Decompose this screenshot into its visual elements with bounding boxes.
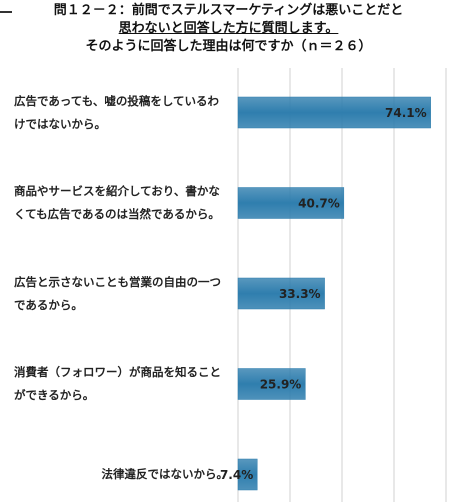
- value-label: 33.3%: [279, 287, 321, 301]
- bar: [237, 277, 325, 310]
- value-label: 7.4%: [220, 468, 253, 482]
- bar: [237, 368, 306, 400]
- category-label: 広告と示さないことも営業の自由の一つであるから。: [14, 254, 228, 334]
- title-line: そのように回答した理由は何ですか（ｎ＝２６）: [85, 39, 372, 54]
- chart-title: 問１２－２：前問でステルスマーケティングは悪いことだと 思わないと回答した方に質…: [0, 2, 457, 56]
- value-label: 40.7%: [298, 197, 340, 211]
- value-label: 74.1%: [385, 106, 427, 120]
- bar: [237, 458, 258, 491]
- title-text: 思わないと回答した方に質問します。: [118, 21, 339, 36]
- category-label: 消費者（フォロワー）が商品を知ることができるから。: [14, 344, 228, 424]
- category-label: 商品やサービスを紹介しており、書かなくても広告であるのは当然であるから。: [14, 163, 228, 243]
- category-label: 広告であっても、嘘の投稿をしているわけではないから。: [14, 73, 228, 153]
- bar: [237, 187, 345, 219]
- value-label: 25.9%: [260, 378, 302, 392]
- title-line: 問１２－２：前問でステルスマーケティングは悪いことだと: [53, 3, 404, 18]
- category-label: 法律違反ではないから。: [14, 435, 229, 502]
- category-text: 消費者（フォロワー）が商品を知ることができるから。: [14, 365, 221, 402]
- category-text: 広告であっても、嘘の投稿をしているわけではないから。: [14, 93, 220, 131]
- title-line: 思わないと回答した方に質問します。: [0, 20, 457, 38]
- category-text: 法律違反ではないから。: [101, 467, 229, 481]
- bar: [237, 96, 431, 129]
- category-text: 広告と示さないことも営業の自由の一つであるから。: [14, 274, 221, 312]
- category-text: 商品やサービスを紹介しており、書かなくても広告であるのは当然であるから。: [14, 184, 220, 221]
